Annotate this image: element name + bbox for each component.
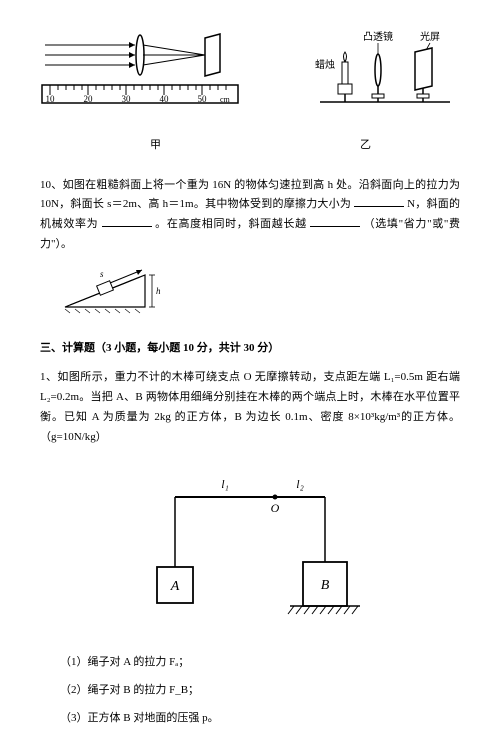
figure-row-top: 10 20 30 40 50 cm 凸透镜 光屏 蜡烛 bbox=[40, 30, 460, 128]
blank-friction bbox=[354, 195, 404, 207]
sub-questions: （1）绳子对 A 的拉力 Fₐ； （2）绳子对 B 的拉力 F_B； （3）正方… bbox=[60, 653, 460, 728]
sub-q3: （3）正方体 B 对地面的压强 p。 bbox=[60, 709, 460, 729]
svg-text:l₂: l₂ bbox=[296, 477, 304, 491]
sub-q2: （2）绳子对 B 的拉力 F_B； bbox=[60, 681, 460, 701]
svg-text:40: 40 bbox=[160, 94, 170, 104]
figure-lever: O l₁ l₂ A B bbox=[40, 462, 460, 640]
svg-text:s: s bbox=[100, 269, 104, 279]
figure-yi: 凸透镜 光屏 蜡烛 bbox=[310, 30, 460, 128]
blank-efficiency bbox=[102, 215, 152, 227]
svg-text:l₁: l₁ bbox=[221, 477, 229, 491]
svg-text:10: 10 bbox=[46, 94, 56, 104]
q10-part3: 。在高度相同时，斜面越长越 bbox=[155, 218, 307, 230]
figure-incline: h s bbox=[60, 265, 460, 323]
svg-text:h: h bbox=[156, 286, 161, 296]
question-1: 1、如图所示，重力不计的木棒可绕支点 O 无摩擦转动，支点距左端 L₁=0.5m… bbox=[40, 368, 460, 447]
blank-effort bbox=[310, 215, 360, 227]
svg-text:蜡烛: 蜡烛 bbox=[315, 58, 335, 71]
svg-text:凸透镜: 凸透镜 bbox=[363, 30, 393, 43]
svg-text:B: B bbox=[321, 578, 330, 593]
question-10: 10、如图在粗糙斜面上将一个重为 16N 的物体匀速拉到高 h 处。沿斜面向上的… bbox=[40, 176, 460, 255]
figure-captions: 甲 乙 bbox=[40, 136, 460, 156]
section-3-header: 三、计算题（3 小题，每小题 10 分，共计 30 分） bbox=[40, 339, 460, 359]
svg-text:30: 30 bbox=[122, 94, 132, 104]
sub-q1: （1）绳子对 A 的拉力 Fₐ； bbox=[60, 653, 460, 673]
svg-text:cm: cm bbox=[220, 95, 231, 104]
svg-text:50: 50 bbox=[198, 94, 208, 104]
caption-jia: 甲 bbox=[40, 136, 271, 156]
figure-jia: 10 20 30 40 50 cm bbox=[40, 30, 240, 128]
svg-text:20: 20 bbox=[84, 94, 94, 104]
svg-text:光屏: 光屏 bbox=[420, 30, 440, 43]
svg-text:O: O bbox=[271, 501, 280, 515]
caption-yi: 乙 bbox=[271, 136, 460, 156]
svg-text:A: A bbox=[170, 579, 180, 594]
